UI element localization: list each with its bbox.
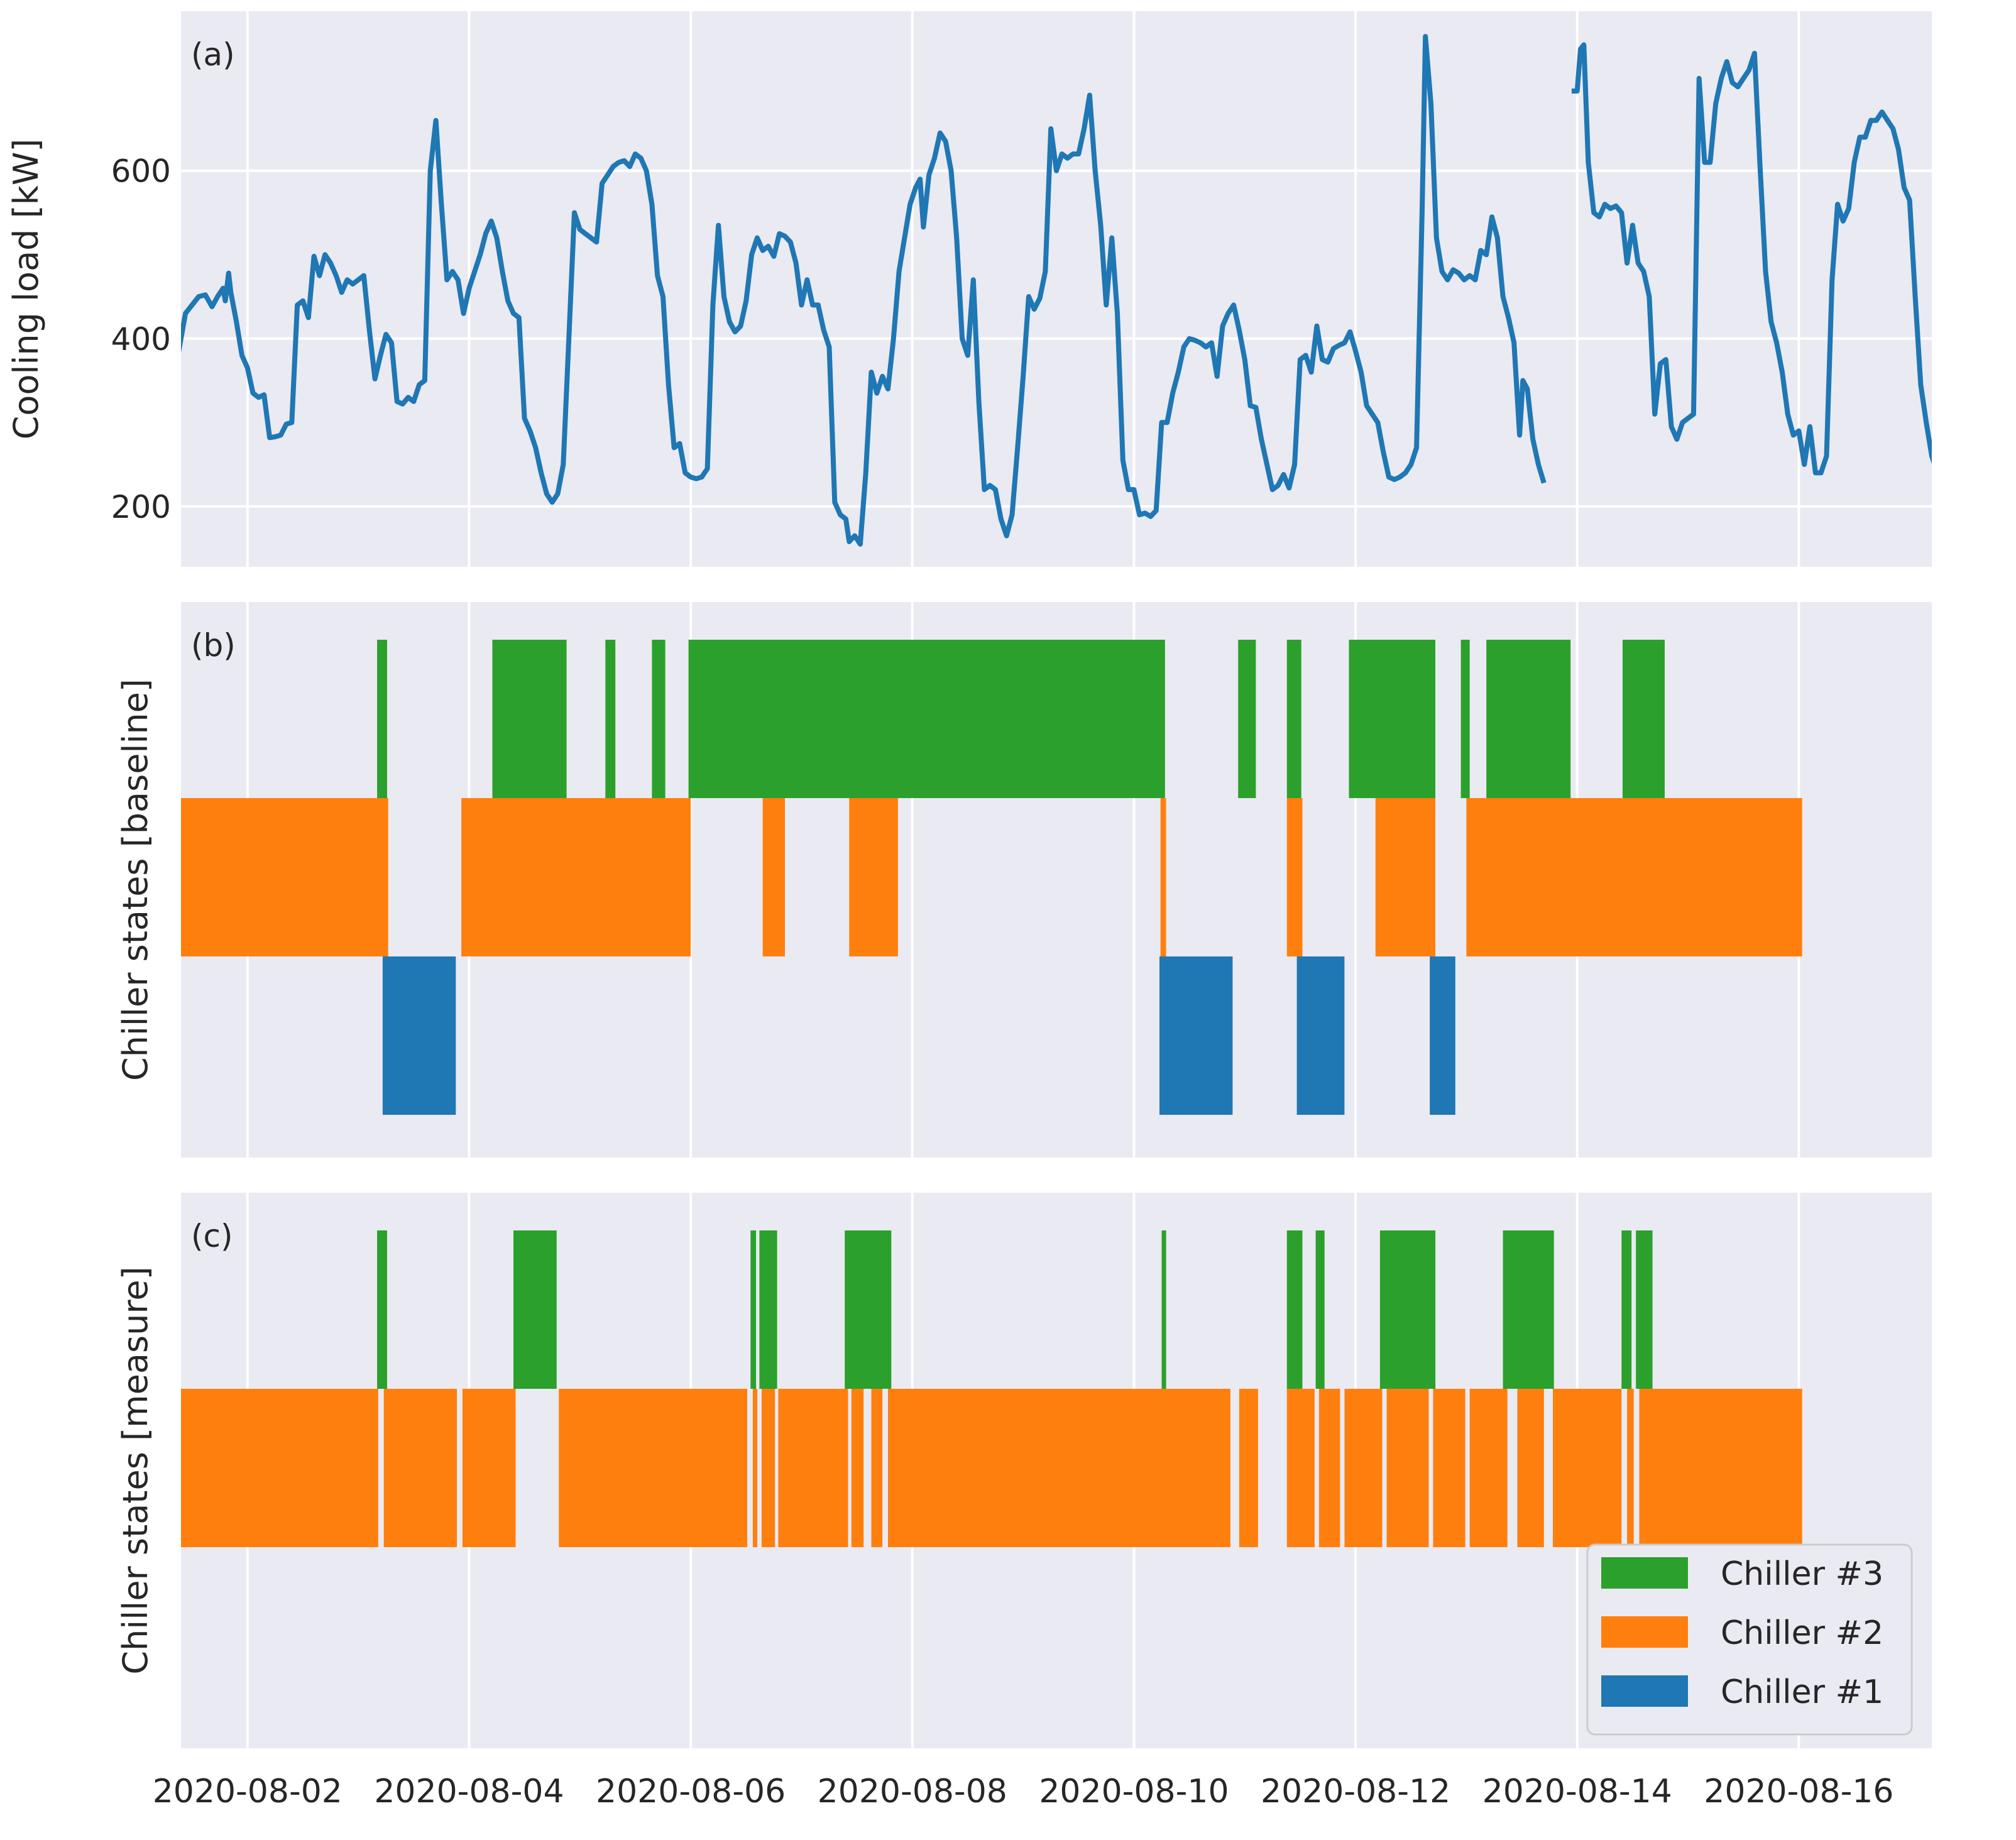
chiller-2-state-12 (1286, 1389, 1315, 1547)
legend-label-chiller-1: Chiller #1 (1721, 1673, 1883, 1711)
chiller-2-state-2 (383, 1389, 457, 1547)
panel-a-background (181, 11, 1932, 567)
chiller-2-state-2 (461, 798, 691, 956)
panel-a-y-ticks: 200 400 600 (111, 153, 171, 525)
chiller-2-state-6 (762, 1389, 775, 1547)
chiller-3-state-3 (750, 1230, 757, 1389)
chiller-3-state-5 (845, 1230, 892, 1389)
chiller-3-state-10 (1503, 1230, 1554, 1389)
chiller-2-state-4 (559, 1389, 748, 1547)
chiller-3-state-7 (1286, 1230, 1303, 1389)
chiller-3-state-1 (377, 1230, 387, 1389)
chiller-2-state-1 (181, 798, 388, 956)
chiller-2-state-17 (1469, 1389, 1508, 1547)
legend-label-chiller-3: Chiller #3 (1721, 1555, 1883, 1593)
panel-a: 200 400 600 (a) Cooling load [kW] (6, 11, 1932, 567)
chiller-2-state-9 (871, 1389, 883, 1547)
x-tick-label-3: 2020-08-06 (596, 1773, 786, 1810)
cooling-load-line-segment-1 (181, 34, 1547, 547)
chiller-3-state-6 (1161, 1230, 1166, 1389)
chiller-3-state-9 (1379, 1230, 1436, 1389)
chiller-2-state-3 (762, 798, 785, 956)
legend-label-chiller-2: Chiller #2 (1721, 1614, 1883, 1652)
chiller-3-state-12 (1636, 1230, 1653, 1389)
chiller-3-state-3 (605, 640, 616, 798)
y-tick-label-200: 200 (111, 489, 171, 525)
x-tick-label-2: 2020-08-04 (374, 1773, 564, 1810)
chiller-2-state-5 (1160, 798, 1166, 956)
chiller-3-state-2 (492, 640, 567, 798)
chiller-2-state-15 (1386, 1389, 1429, 1547)
x-tick-label-1: 2020-08-02 (153, 1773, 342, 1810)
x-axis-tick-labels: 2020-08-02 2020-08-04 2020-08-06 2020-08-08… (153, 1773, 1894, 1810)
panel-a-grid (181, 11, 1932, 567)
chiller-2-state-5 (752, 1389, 757, 1547)
panel-a-label: (a) (191, 36, 235, 73)
panel-c-label: (c) (191, 1218, 233, 1254)
chiller-1-state-3 (1296, 956, 1345, 1115)
legend-swatch-chiller-3 (1601, 1557, 1688, 1589)
chiller-2-state-3 (462, 1389, 516, 1547)
chiller-3-state-4 (759, 1230, 777, 1389)
panel-b-ylabel: Chiller states [baseline] (116, 679, 155, 1081)
chiller-3-state-6 (1238, 640, 1256, 798)
chiller-2-state-21 (1639, 1389, 1802, 1547)
chiller-1-state-4 (1430, 956, 1455, 1115)
chiller-3-state-4 (652, 640, 666, 798)
x-tick-label-7: 2020-08-14 (1482, 1773, 1672, 1810)
chiller-3-state-2 (513, 1230, 557, 1389)
chiller-2-state-19 (1553, 1389, 1622, 1547)
chiller-1-state-2 (1159, 956, 1233, 1115)
x-tick-label-5: 2020-08-10 (1039, 1773, 1229, 1810)
chiller-3-state-1 (377, 640, 387, 798)
legend-swatch-chiller-2 (1601, 1616, 1688, 1648)
y-tick-label-600: 600 (111, 153, 171, 190)
panel-c-ylabel: Chiller states [measure] (116, 1266, 155, 1674)
chiller-3-state-9 (1460, 640, 1470, 798)
chiller-1-state-1 (382, 956, 456, 1115)
legend-swatch-chiller-1 (1601, 1675, 1688, 1707)
chiller-3-state-8 (1349, 640, 1435, 798)
chiller-2-state-7 (1375, 798, 1435, 956)
panel-a-ylabel: Cooling load [kW] (6, 139, 46, 440)
legend: Chiller #3 Chiller #2 Chiller #1 (1586, 1543, 1913, 1736)
chiller-2-state-20 (1627, 1389, 1634, 1547)
chiller-2-state-13 (1318, 1389, 1340, 1547)
chiller-3-state-11 (1621, 1230, 1632, 1389)
x-tick-label-4: 2020-08-08 (818, 1773, 1007, 1810)
chiller-2-state-16 (1433, 1389, 1465, 1547)
panel-c: (c) Chiller states [measure] Chiller #3 … (116, 1193, 1932, 1748)
chiller-2-state-18 (1517, 1389, 1544, 1547)
chiller-2-state-7 (778, 1389, 848, 1547)
chiller-2-state-1 (181, 1389, 378, 1547)
panel-b-label: (b) (191, 627, 236, 664)
panel-a-plot (181, 34, 1932, 547)
panel-c-plot (181, 1230, 1802, 1547)
chiller-3-state-8 (1315, 1230, 1325, 1389)
chiller-3-state-5 (688, 640, 1165, 798)
chiller-2-state-14 (1344, 1389, 1383, 1547)
chiller-3-state-11 (1623, 640, 1665, 798)
chiller-2-state-8 (1466, 798, 1802, 956)
panel-b-plot (181, 640, 1802, 1115)
y-tick-label-400: 400 (111, 321, 171, 358)
chiller-2-state-4 (849, 798, 898, 956)
chiller-2-state-10 (888, 1389, 1230, 1547)
chiller-2-state-8 (851, 1389, 864, 1547)
chiller-2-state-6 (1286, 798, 1303, 956)
x-tick-label-8: 2020-08-16 (1704, 1773, 1893, 1810)
panel-b: (b) Chiller states [baseline] (116, 602, 1932, 1158)
x-tick-label-6: 2020-08-12 (1261, 1773, 1450, 1810)
chiller-3-state-7 (1286, 640, 1301, 798)
chiller-2-state-11 (1239, 1389, 1258, 1547)
cooling-load-line-segment-2 (1571, 42, 1932, 476)
chiller-3-state-10 (1486, 640, 1571, 798)
